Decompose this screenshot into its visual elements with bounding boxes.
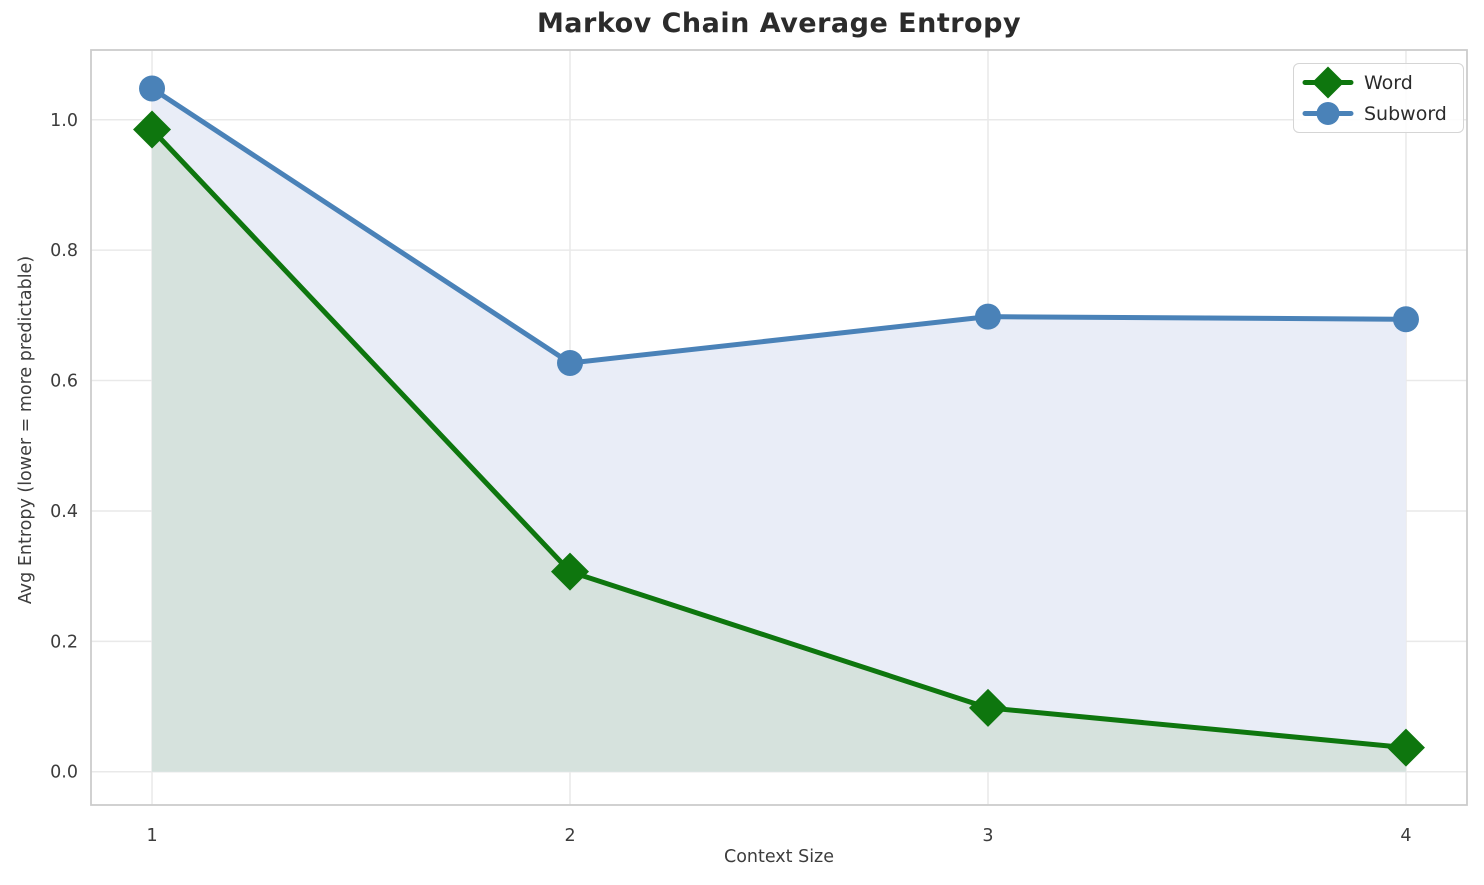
x-tick-label: 2 [564, 826, 575, 846]
x-axis-label: Context Size [723, 847, 835, 867]
legend-item-subword: Subword [1302, 98, 1447, 129]
x-tick-label: 4 [1400, 826, 1411, 846]
legend-label-subword: Subword [1364, 102, 1447, 125]
chart-title: Markov Chain Average Entropy [536, 8, 1022, 39]
word-data-point-diamond [968, 688, 1007, 727]
plot-border [90, 49, 1468, 806]
area-fills [152, 88, 1406, 772]
x-tick-label: 3 [982, 826, 993, 846]
subword-line-circle-marker-icon [1302, 102, 1354, 125]
chart-legend: Word Subword [1293, 63, 1464, 133]
word-data-point-diamond [1386, 728, 1425, 767]
y-tick-label: 0.8 [50, 241, 78, 261]
series-lines [149, 85, 1409, 751]
word-data-point-diamond [133, 110, 172, 149]
subword-data-point-circle [1392, 306, 1419, 333]
x-tick-label: 1 [146, 826, 157, 846]
subword-data-point-circle [557, 349, 584, 376]
y-tick-label: 0.0 [50, 763, 78, 783]
legend-item-word: Word [1302, 66, 1447, 99]
y-axis-label: Avg Entropy (lower = more predictable) [16, 255, 36, 605]
tick-labels: 0.0 0.2 0.4 0.6 0.8 1.0 1 2 3 4 [50, 111, 1411, 846]
legend-label-word: Word [1364, 71, 1413, 94]
line-word [149, 127, 1409, 751]
series-markers [133, 75, 1425, 767]
word-data-point-diamond [551, 552, 590, 591]
area-fill-word [152, 129, 1406, 772]
subword-data-point-circle [139, 75, 166, 102]
subword-data-point-circle [974, 303, 1001, 330]
y-tick-label: 0.2 [50, 632, 78, 652]
y-tick-label: 1.0 [50, 111, 78, 131]
y-tick-label: 0.4 [50, 502, 78, 522]
word-line-diamond-marker-icon [1302, 66, 1354, 99]
y-tick-label: 0.6 [50, 372, 78, 392]
line-subword [149, 85, 1409, 366]
